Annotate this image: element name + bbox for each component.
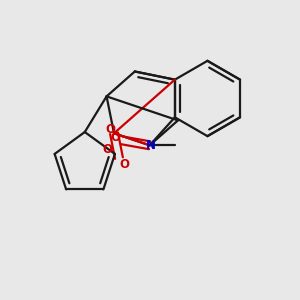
Text: O: O [119,158,129,172]
Text: O: O [110,131,120,144]
Text: N: N [146,139,156,152]
Text: O: O [102,143,112,157]
Text: O: O [105,123,115,136]
